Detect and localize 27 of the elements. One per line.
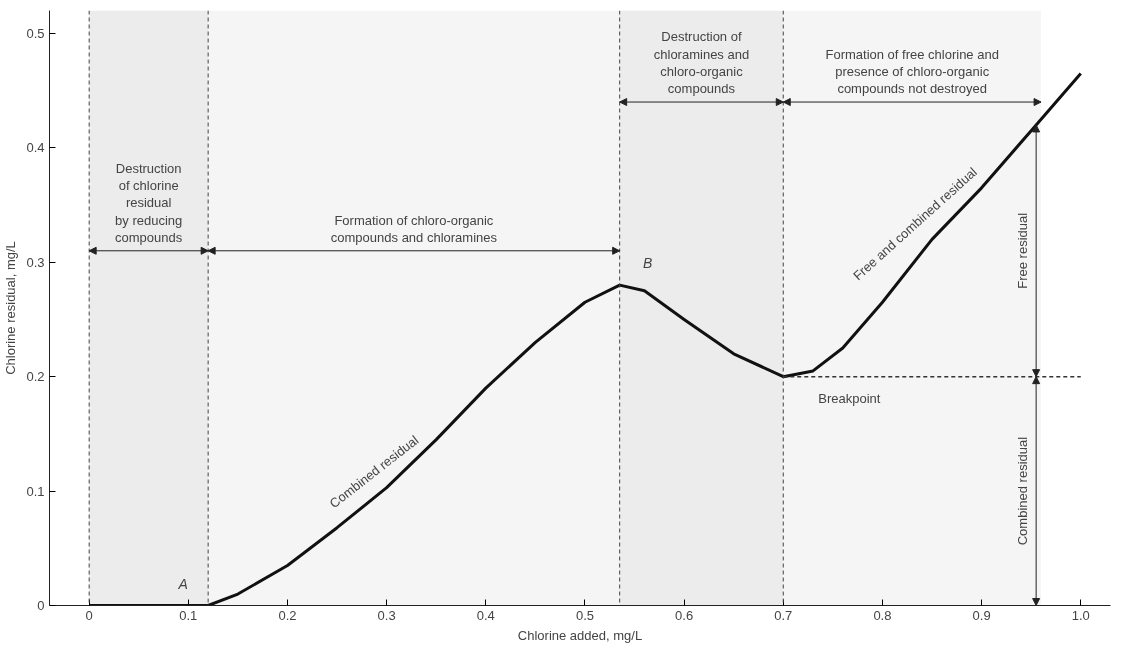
x-tick-label: 0.4	[476, 607, 495, 623]
band-label: Destruction of chloramines and chloro-organic compounds	[653, 29, 750, 97]
annotation: B	[642, 255, 653, 272]
x-tick-label: 0.8	[873, 607, 892, 623]
x-axis-title: Chlorine added, mg/L	[517, 627, 643, 643]
x-tick-label: 0	[85, 607, 93, 623]
y-tick-label: 0.3	[26, 254, 45, 270]
annotation: Breakpoint	[818, 391, 881, 407]
x-tick-label: 1.0	[1071, 607, 1090, 623]
band-label: Formation of free chlorine and presence of chloro-organic compounds not destroyed	[825, 46, 999, 97]
x-tick-label: 0.2	[278, 607, 297, 623]
x-tick-label: 0.6	[675, 607, 694, 623]
x-tick-label: 0.3	[377, 607, 396, 623]
x-tick-label: 0.7	[774, 607, 793, 623]
annotation: Free residual	[1015, 212, 1031, 289]
x-tick-label: 0.5	[575, 607, 594, 623]
x-tick-label: 0.1	[179, 607, 198, 623]
band-label: Formation of chloro-organic compounds and chloramines	[330, 212, 498, 245]
annotation: A	[177, 575, 188, 592]
y-tick-label: 0.1	[26, 483, 45, 499]
y-axis-title: Chlorine residual, mg/L	[3, 241, 19, 375]
band-label: Destruction of chlorine residual by reducing compounds	[115, 160, 183, 245]
y-tick-label: 0.2	[26, 369, 45, 385]
y-tick-label: 0.5	[26, 25, 45, 41]
x-tick-label: 0.9	[972, 607, 991, 623]
annotation: Combined residual	[1015, 436, 1031, 546]
y-tick-label: 0.4	[26, 140, 45, 156]
